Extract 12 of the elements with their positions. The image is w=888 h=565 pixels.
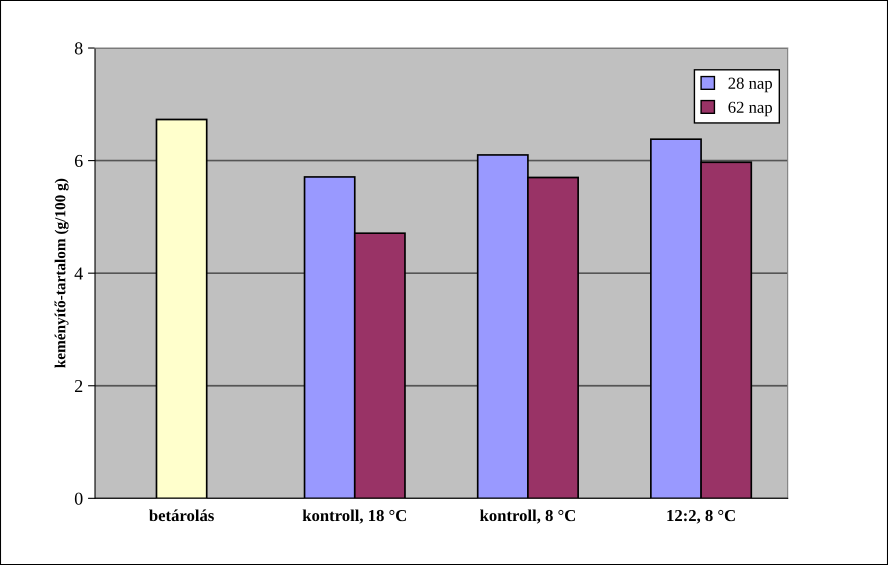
y-tick-label: 2 [74,380,82,392]
x-tick-label: 12:2, 8 °C [667,510,735,524]
x-tick-label: betárolás [149,509,214,522]
y-tick-label: 6 [74,154,83,168]
x-tick-label: kontroll, 8 °C [480,509,575,524]
legend-label: 28 nap [728,78,772,92]
legend-label: 62 nap [728,102,772,116]
y-tick-label: 4 [74,268,83,280]
y-axis-title: keményítő-tartalom (g/100 g) [54,178,69,368]
y-tick-label: 8 [74,42,83,54]
x-tick-label: kontroll, 18 °C [302,509,406,524]
y-tick-label: 0 [74,492,83,505]
